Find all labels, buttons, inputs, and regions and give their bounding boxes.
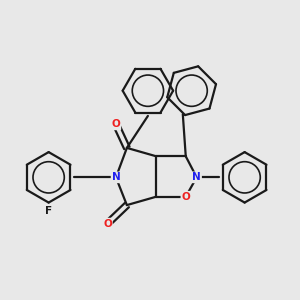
Text: N: N xyxy=(112,172,120,182)
Text: O: O xyxy=(103,219,112,229)
Text: N: N xyxy=(192,172,201,182)
Text: O: O xyxy=(182,192,190,202)
Text: F: F xyxy=(45,206,52,216)
Text: O: O xyxy=(112,119,120,129)
